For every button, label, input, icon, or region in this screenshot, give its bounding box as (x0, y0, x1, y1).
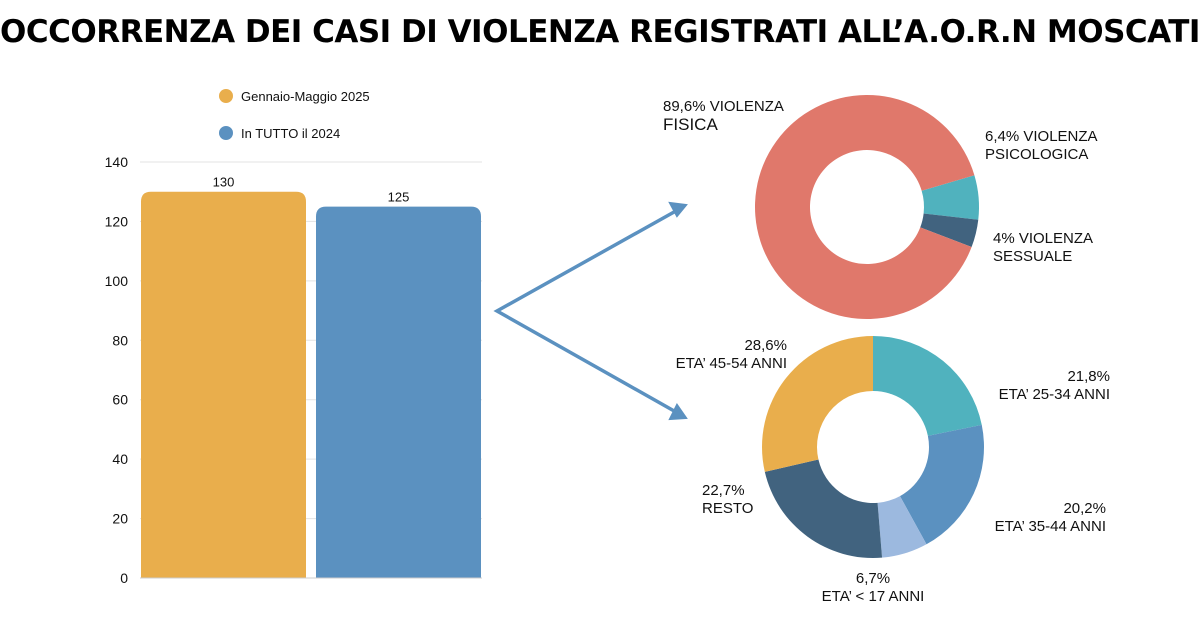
arrows (493, 201, 688, 421)
slice-percent-label: 22,7% (702, 482, 745, 499)
donut-slice (873, 336, 982, 436)
y-tick-label: 120 (105, 213, 129, 229)
slice-name-label: ETA’ 45-54 ANNI (676, 355, 787, 372)
y-tick-label: 140 (105, 154, 129, 170)
bar-value-label: 125 (388, 190, 410, 205)
y-tick-label: 20 (112, 511, 128, 527)
bar-chart: 0 20 40 60 80 100 120 140 130 125 Gennaio-Maggio 2… (105, 89, 482, 586)
slice-percent-label: 4% VIOLENZA (993, 230, 1093, 247)
legend-label: In TUTTO il 2024 (241, 126, 340, 141)
slice-percent-label: 21,8% (1067, 368, 1110, 385)
chart-title: OCCORRENZA DEI CASI DI VIOLENZA REGISTRA… (0, 14, 1200, 50)
slice-name-label: ETA’ 35-44 ANNI (995, 518, 1106, 535)
legend-label: Gennaio-Maggio 2025 (241, 89, 370, 104)
bar (316, 206, 481, 579)
donut-slice (762, 336, 873, 472)
legend-swatch (219, 126, 233, 140)
slice-percent-label: 89,6% VIOLENZA (663, 98, 784, 115)
slice-name-label: FISICA (663, 115, 718, 134)
slice-name-label: ETA’ < 17 ANNI (822, 588, 925, 605)
y-tick-label: 0 (120, 570, 128, 586)
slice-percent-label: 6,4% VIOLENZA (985, 128, 1098, 145)
arrow-head (668, 403, 688, 421)
donut-slice (920, 213, 979, 248)
slice-percent-label: 28,6% (744, 337, 787, 354)
slice-name-label: PSICOLOGICA (985, 146, 1088, 163)
y-tick-label: 60 (112, 392, 128, 408)
arrow-line (493, 205, 684, 418)
slice-percent-label: 6,7% (856, 570, 890, 587)
arrow-head (668, 201, 688, 218)
slice-percent-label: 20,2% (1063, 500, 1106, 517)
donut-slice (921, 175, 979, 220)
donut-slice (899, 424, 984, 545)
donut-slice (877, 496, 927, 558)
bar (141, 191, 306, 578)
y-tick-label: 80 (112, 332, 128, 348)
age-group-donut: 21,8%ETA’ 25-34 ANNI 20,2%ETA’ 35-44 ANNI… (676, 336, 1110, 605)
slice-name-label: ETA’ 25-34 ANNI (999, 386, 1110, 403)
donut-slice (755, 94, 975, 319)
slice-name-label: SESSUALE (993, 248, 1072, 265)
donut-slice (764, 459, 883, 559)
y-tick-label: 40 (112, 451, 128, 467)
legend-swatch (219, 89, 233, 103)
y-tick-label: 100 (105, 273, 129, 289)
slice-name-label: RESTO (702, 500, 753, 517)
bar-value-label: 130 (213, 175, 235, 190)
